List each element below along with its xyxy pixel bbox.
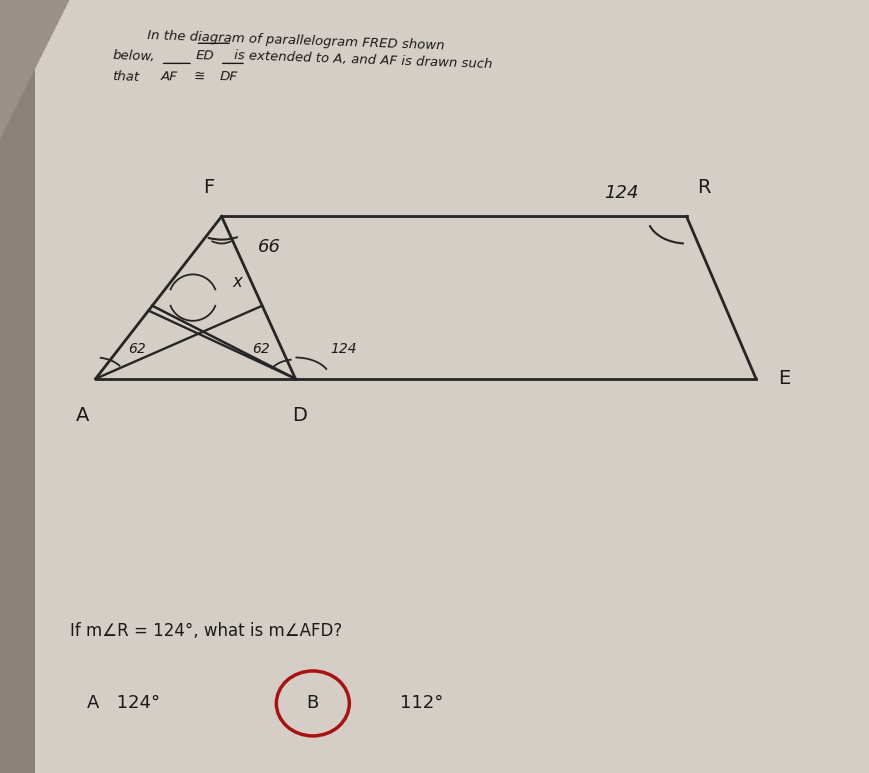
Text: B: B xyxy=(307,694,319,713)
Text: D: D xyxy=(292,406,308,425)
Text: R: R xyxy=(697,178,711,197)
Polygon shape xyxy=(0,0,70,139)
Text: DF: DF xyxy=(219,70,238,83)
Text: AF: AF xyxy=(160,70,177,83)
Text: that: that xyxy=(112,70,140,83)
Text: In the diagram of parallelogram FRED shown: In the diagram of parallelogram FRED sho… xyxy=(147,29,445,52)
Text: 124: 124 xyxy=(604,184,639,203)
Text: ≅: ≅ xyxy=(193,70,205,83)
Text: 62: 62 xyxy=(129,342,146,356)
Text: If m∠R = 124°, what is m∠AFD?: If m∠R = 124°, what is m∠AFD? xyxy=(70,622,342,640)
Text: below,: below, xyxy=(112,49,156,64)
Polygon shape xyxy=(0,0,35,773)
Text: 62: 62 xyxy=(252,342,269,356)
Text: x: x xyxy=(232,273,242,291)
Text: ED: ED xyxy=(195,49,214,63)
Text: A   124°: A 124° xyxy=(87,694,160,713)
Text: 112°: 112° xyxy=(400,694,443,713)
Text: 66: 66 xyxy=(258,238,281,257)
Text: F: F xyxy=(203,178,214,197)
Text: E: E xyxy=(778,369,790,388)
Text: is extended to A, and AF is drawn such: is extended to A, and AF is drawn such xyxy=(234,49,493,71)
Text: 124: 124 xyxy=(330,342,356,356)
Text: A: A xyxy=(76,406,90,425)
